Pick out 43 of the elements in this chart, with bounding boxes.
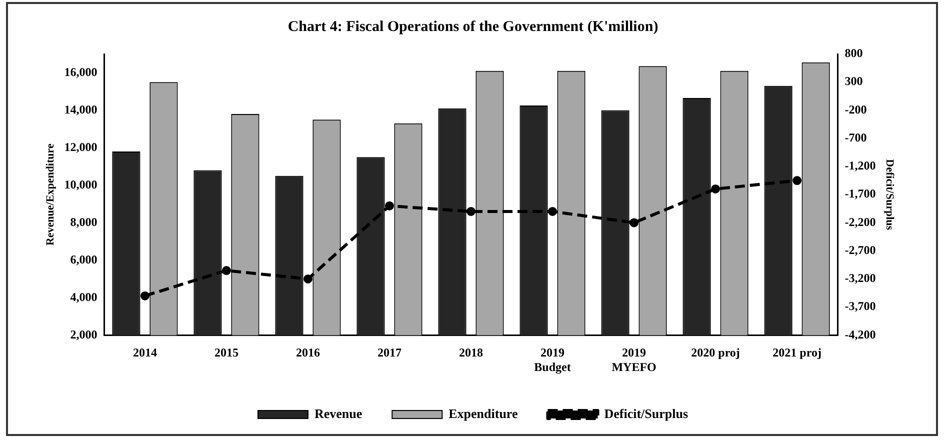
x-tick-label: 2014 — [132, 345, 157, 360]
y2-tick-label: -1,200 — [844, 158, 876, 173]
y2-tick-label: -2,200 — [844, 214, 876, 229]
y2-tick-label: -200 — [844, 102, 867, 116]
x-tick-label: 2020 proj — [691, 345, 740, 360]
y2-axis-title: Deficit/Surplus — [884, 159, 896, 231]
point — [466, 206, 476, 216]
x-tick-label: 2015 — [214, 345, 238, 360]
y2-tick-label: -2,700 — [844, 242, 876, 257]
y2-tick-label: -3,700 — [844, 299, 876, 314]
x-tick-label: 2018 — [459, 345, 483, 360]
y-tick-label: 6,000 — [70, 252, 98, 266]
y-tick-label: 8,000 — [70, 214, 98, 229]
y-tick-label: 2,000 — [70, 327, 98, 342]
point — [711, 184, 720, 194]
x-tick-label: 2019 Budget — [534, 345, 571, 374]
point — [222, 266, 231, 276]
point — [630, 218, 639, 228]
y2-tick-label: -1,700 — [844, 186, 876, 201]
x-tick-label: 2021 proj — [772, 345, 822, 360]
x-tick-label: 2017 — [377, 345, 402, 360]
x-tick-label: 2016 — [296, 345, 320, 360]
y-tick-label: 16,000 — [64, 64, 98, 79]
y-tick-label: 10,000 — [64, 177, 98, 192]
point — [303, 274, 312, 284]
y-tick-label: 12,000 — [64, 140, 98, 154]
y2-tick-label: -3,200 — [844, 271, 876, 286]
legend-label: Revenue — [314, 406, 362, 421]
point — [548, 206, 558, 216]
point — [140, 291, 150, 300]
y2-tick-label: -4,200 — [844, 327, 876, 342]
point — [384, 201, 394, 210]
legend-label: Expenditure — [448, 406, 518, 421]
chart-title: Chart 4: Fiscal Operations of the Government (K'million) — [288, 18, 658, 35]
y-tick-label: 4,000 — [70, 290, 98, 304]
y2-tick-label: 300 — [844, 74, 863, 88]
legend-label: Deficit/Surplus — [604, 406, 688, 421]
y2-tick-label: 800 — [844, 46, 863, 60]
y2-tick-label: -700 — [844, 130, 867, 144]
point — [792, 176, 802, 186]
y-axis-title: Revenue/Expenditure — [44, 144, 56, 246]
x-tick-label: 2019 MYEFO — [612, 345, 656, 374]
y-tick-label: 14,000 — [64, 102, 98, 116]
